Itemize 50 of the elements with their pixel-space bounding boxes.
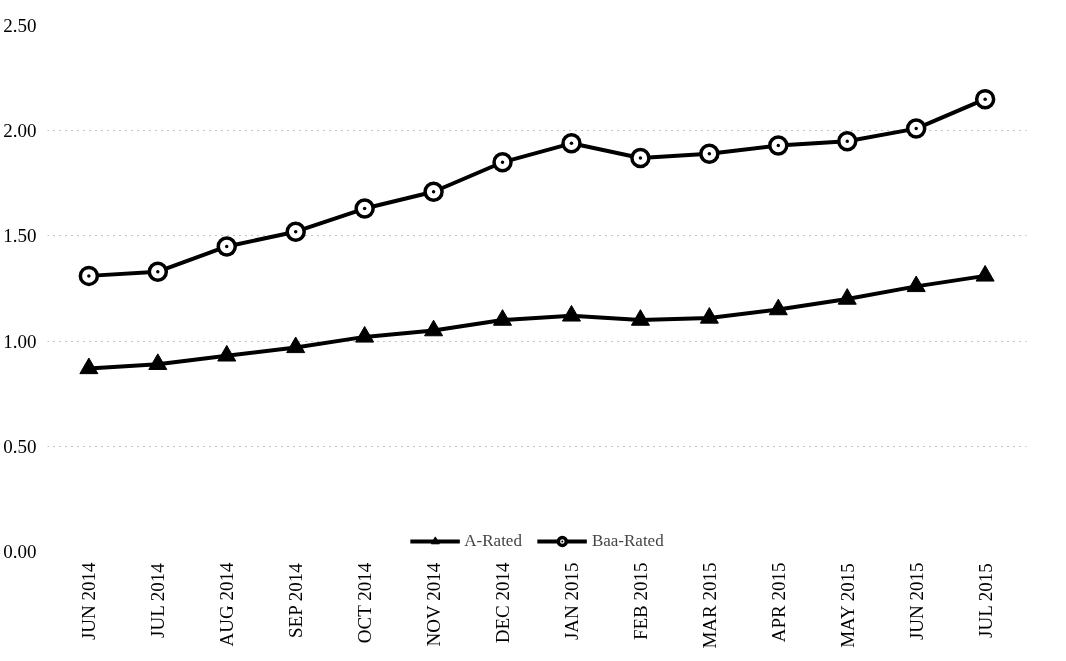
- point: [974, 88, 996, 110]
- x-tick-label: MAY 2015: [836, 563, 858, 648]
- point: [217, 344, 237, 362]
- x-tick-label: JUL 2014: [147, 562, 169, 638]
- y-tick-label: 0.00: [3, 541, 37, 562]
- y-tick-label: 2.50: [3, 15, 37, 36]
- point: [147, 261, 169, 282]
- point: [768, 135, 789, 156]
- x-tick-label: JUN 2014: [78, 562, 100, 641]
- point: [424, 319, 444, 337]
- point: [768, 298, 788, 316]
- point: [423, 181, 444, 202]
- y-tick-label: 1.00: [3, 330, 37, 352]
- point: [837, 130, 858, 152]
- x-tick-label: SEP 2014: [285, 562, 307, 638]
- point: [561, 304, 581, 322]
- legend-label: A-Rated: [464, 531, 522, 551]
- x-tick-label: APR 2015: [767, 562, 789, 643]
- point: [79, 357, 99, 375]
- x-tick-label: JAN 2015: [560, 562, 582, 641]
- x-tick-label: JUN 2015: [905, 562, 927, 641]
- legend-label: Baa-Rated: [591, 531, 664, 551]
- point: [699, 307, 719, 324]
- x-tick-label: OCT 2014: [354, 562, 376, 644]
- x-tick-label: FEB 2015: [629, 562, 651, 641]
- point: [286, 336, 306, 354]
- point: [148, 353, 168, 370]
- x-tick-label: AUG 2014: [216, 562, 238, 647]
- point: [493, 309, 513, 326]
- point: [285, 221, 306, 242]
- y-tick-label: 1.50: [3, 225, 37, 247]
- point: [492, 152, 513, 173]
- y-tick-label: 0.50: [3, 435, 37, 457]
- point: [699, 143, 720, 165]
- y-tick-label: 2.00: [3, 120, 37, 142]
- x-tick-label: MAR 2015: [698, 562, 720, 649]
- x-tick-label: JUL 2015: [974, 563, 996, 638]
- point: [216, 236, 237, 257]
- point: [355, 326, 375, 343]
- point: [975, 264, 995, 282]
- point: [354, 198, 375, 219]
- point: [630, 147, 651, 169]
- point: [78, 265, 100, 287]
- x-tick-label: DEC 2014: [492, 562, 514, 644]
- point: [561, 133, 582, 154]
- x-tick-label: NOV 2014: [423, 562, 445, 647]
- point: [837, 288, 857, 305]
- point: [906, 275, 926, 293]
- point: [630, 309, 650, 326]
- point: [905, 118, 927, 139]
